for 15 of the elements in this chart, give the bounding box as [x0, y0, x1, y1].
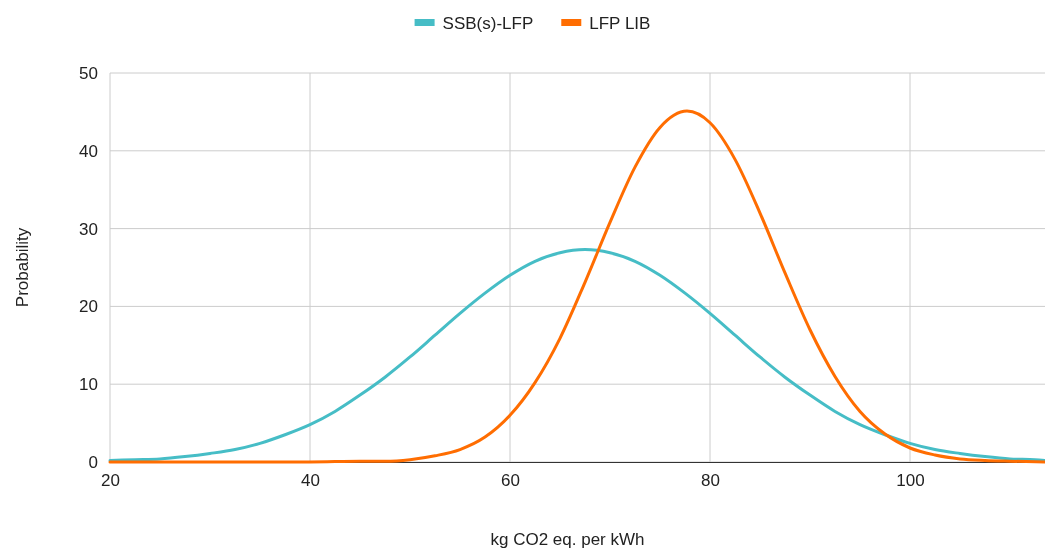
y-tick-label: 10 — [79, 375, 98, 395]
x-tick-label: 80 — [701, 471, 720, 491]
x-axis-title: kg CO2 eq. per kWh — [490, 530, 645, 549]
x-tick-label: 60 — [501, 471, 520, 491]
y-tick-label: 20 — [79, 297, 98, 317]
legend-label: LFP LIB — [589, 14, 651, 33]
y-tick-label: 40 — [79, 141, 98, 161]
y-axis-title: Probability — [13, 227, 32, 308]
y-tick-label: 0 — [88, 452, 98, 472]
y-tick-label: 50 — [79, 63, 98, 83]
x-tick-label: 20 — [101, 471, 120, 491]
legend-label: SSB(s)-LFP — [442, 14, 534, 33]
y-tick-label: 30 — [79, 219, 98, 239]
x-tick-label: 40 — [301, 471, 320, 491]
x-tick-label: 100 — [896, 471, 925, 491]
